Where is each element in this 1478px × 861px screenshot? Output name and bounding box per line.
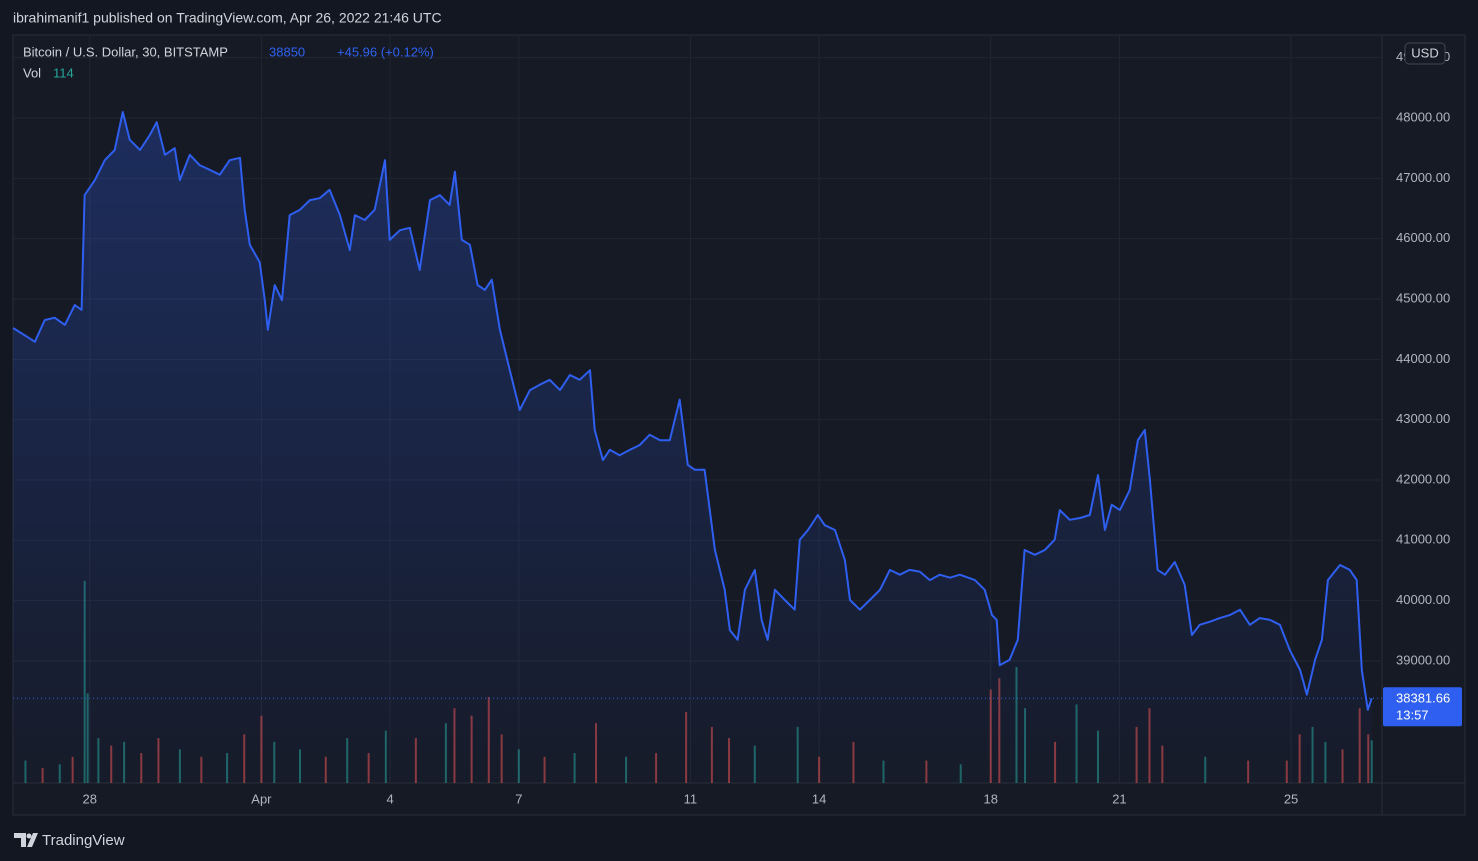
volume-title: Vol — [23, 65, 41, 80]
y-tick-label: 42000.00 — [1396, 471, 1450, 486]
published-note: ibrahimanif1 published on TradingView.co… — [13, 10, 442, 26]
currency-badge[interactable] — [1404, 42, 1446, 65]
volume-bar — [1370, 740, 1373, 783]
countdown-label: 13:57 — [1396, 708, 1429, 723]
y-tick-label: 39000.00 — [1396, 652, 1450, 667]
x-tick-label: 11 — [684, 791, 698, 806]
area-fill — [13, 112, 1372, 783]
symbol-title: Bitcoin / U.S. Dollar, 30, BITSTAMP — [23, 44, 228, 59]
x-tick-label: 7 — [515, 791, 522, 806]
volume-value: 114 — [53, 65, 74, 80]
y-tick-label: 40000.00 — [1396, 592, 1450, 607]
last-price-label: 38381.66 — [1396, 691, 1450, 706]
header-price: 38850 — [269, 44, 305, 59]
logo-text: TradingView — [42, 832, 125, 849]
axes-layer: 39000.00 40000.00 41000.00 42000.00 43000.00… — [83, 49, 1462, 806]
y-tick-label: 47000.00 — [1396, 170, 1450, 185]
header-change: +45.96 (+0.12%) — [337, 44, 434, 59]
y-tick-label: 46000.00 — [1396, 230, 1450, 245]
tradingview-logo: TradingView — [14, 832, 125, 849]
x-tick-label: 25 — [1284, 791, 1298, 806]
x-tick-label: 18 — [984, 791, 998, 806]
plot-layer — [12, 111, 1382, 783]
x-tick-label: 4 — [386, 791, 393, 806]
x-tick-label: 14 — [812, 791, 826, 806]
y-tick-label: 44000.00 — [1396, 351, 1450, 366]
y-tick-label: 41000.00 — [1396, 532, 1450, 547]
x-tick-label: Apr — [251, 791, 272, 806]
last-price-badge — [1383, 687, 1462, 727]
x-tick-label: 21 — [1112, 791, 1126, 806]
y-tick-label: 48000.00 — [1396, 109, 1450, 124]
logo-icon — [14, 833, 38, 847]
x-tick-label: 28 — [83, 791, 97, 806]
y-tick-label: 43000.00 — [1396, 411, 1450, 426]
y-tick-label: 45000.00 — [1396, 290, 1450, 305]
currency-label: USD — [1411, 45, 1438, 60]
price-line — [12, 111, 1373, 711]
logo-dot — [26, 833, 32, 839]
